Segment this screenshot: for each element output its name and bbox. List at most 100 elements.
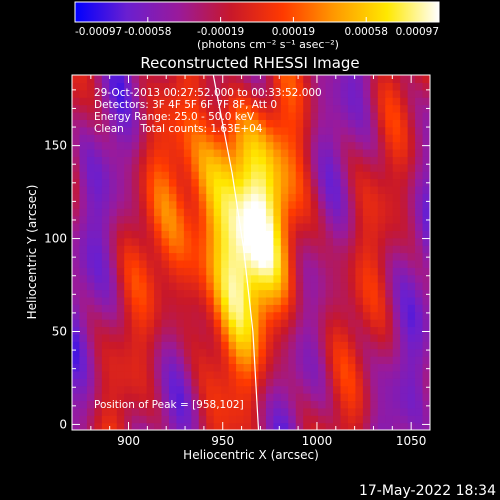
heatmap-cell xyxy=(385,296,394,305)
heatmap-cell xyxy=(251,407,260,416)
heatmap-cell xyxy=(236,378,245,387)
heatmap-cell xyxy=(228,222,237,231)
heatmap-cell xyxy=(280,97,289,106)
heatmap-cell xyxy=(154,134,163,143)
heatmap-cell xyxy=(139,274,148,283)
heatmap-cell xyxy=(415,333,424,342)
heatmap-cell xyxy=(243,407,252,416)
heatmap-cell xyxy=(407,111,416,120)
heatmap-cell xyxy=(362,370,371,379)
heatmap-cell xyxy=(318,370,327,379)
heatmap-cell xyxy=(273,193,282,202)
heatmap-cell xyxy=(385,208,394,217)
heatmap-cell xyxy=(146,267,155,276)
heatmap-cell xyxy=(370,326,379,335)
heatmap-cell xyxy=(109,89,118,98)
heatmap-cell xyxy=(124,415,133,424)
heatmap-cell xyxy=(124,119,133,128)
heatmap-cell xyxy=(303,370,312,379)
heatmap-cell xyxy=(94,304,103,313)
heatmap-cell xyxy=(258,178,267,187)
heatmap-cell xyxy=(340,148,349,157)
heatmap-cell xyxy=(385,259,394,268)
heatmap-cell xyxy=(168,289,178,298)
heatmap-cell xyxy=(109,422,118,430)
heatmap-cell xyxy=(415,267,424,276)
colorbar-tick-label: 0.00019 xyxy=(272,26,315,38)
heatmap-cell xyxy=(318,311,327,320)
heatmap-cell xyxy=(333,171,342,180)
heatmap-cell xyxy=(318,141,327,150)
heatmap-cell xyxy=(347,230,357,239)
heatmap-cell xyxy=(109,415,118,424)
heatmap-cell xyxy=(236,393,245,402)
heatmap-cell xyxy=(347,267,357,276)
heatmap-cell xyxy=(94,400,103,409)
heatmap-cell xyxy=(183,252,192,261)
heatmap-cell xyxy=(377,148,386,157)
heatmap-cell xyxy=(400,407,409,416)
heatmap-cell xyxy=(385,400,394,409)
heatmap-cell xyxy=(131,370,140,379)
heatmap-cell xyxy=(213,111,222,120)
heatmap-cell xyxy=(116,400,125,409)
heatmap-cell xyxy=(168,111,178,120)
heatmap-cell xyxy=(243,104,252,113)
heatmap-cell xyxy=(355,259,364,268)
heatmap-cell xyxy=(377,311,386,320)
heatmap-cell xyxy=(377,97,386,106)
heatmap-cell xyxy=(295,148,304,157)
heatmap-cell xyxy=(176,407,185,416)
heatmap-cell xyxy=(280,200,289,209)
heatmap-cell xyxy=(109,119,118,128)
heatmap-cell xyxy=(318,407,327,416)
heatmap-cell xyxy=(183,178,192,187)
heatmap-cell xyxy=(385,171,394,180)
heatmap-cell xyxy=(176,230,185,239)
heatmap-cell xyxy=(154,185,163,194)
heatmap-cell xyxy=(258,415,267,424)
heatmap-cell xyxy=(168,89,178,98)
heatmap-cell xyxy=(243,341,252,350)
heatmap-cell xyxy=(139,82,148,91)
heatmap-cell xyxy=(333,363,342,372)
heatmap-cell xyxy=(221,333,230,342)
heatmap-cell xyxy=(347,282,357,291)
heatmap-cell xyxy=(400,319,409,328)
heatmap-cell xyxy=(131,356,140,365)
heatmap-cell xyxy=(273,333,282,342)
heatmap-cell xyxy=(94,82,103,91)
heatmap-cell xyxy=(213,370,222,379)
heatmap-cell xyxy=(355,111,364,120)
heatmap-cell xyxy=(333,111,342,120)
heatmap-cell xyxy=(168,104,178,113)
heatmap-cell xyxy=(251,400,260,409)
heatmap-cell xyxy=(280,356,289,365)
heatmap-cell xyxy=(333,267,342,276)
heatmap-cell xyxy=(176,311,185,320)
heatmap-cell xyxy=(333,134,342,143)
heatmap-cell xyxy=(333,370,342,379)
heatmap-cell xyxy=(161,111,170,120)
heatmap-cell xyxy=(198,141,207,150)
heatmap-cell xyxy=(251,348,260,357)
heatmap-cell xyxy=(310,193,319,202)
heatmap-cell xyxy=(72,237,81,246)
heatmap-cell xyxy=(124,363,133,372)
heatmap-cell xyxy=(407,422,416,430)
heatmap-cell xyxy=(370,163,379,172)
heatmap-cell xyxy=(310,407,319,416)
heatmap-cell xyxy=(206,156,215,165)
heatmap-cell xyxy=(347,348,357,357)
heatmap-cell xyxy=(340,156,349,165)
heatmap-cell xyxy=(168,171,178,180)
heatmap-cell xyxy=(183,304,192,313)
heatmap-cell xyxy=(94,282,103,291)
heatmap-cell xyxy=(265,75,274,83)
heatmap-cell xyxy=(362,319,371,328)
heatmap-cell xyxy=(310,393,319,402)
heatmap-cell xyxy=(265,148,274,157)
heatmap-cell xyxy=(206,82,215,91)
heatmap-cell xyxy=(139,126,148,135)
heatmap-cell xyxy=(198,171,207,180)
